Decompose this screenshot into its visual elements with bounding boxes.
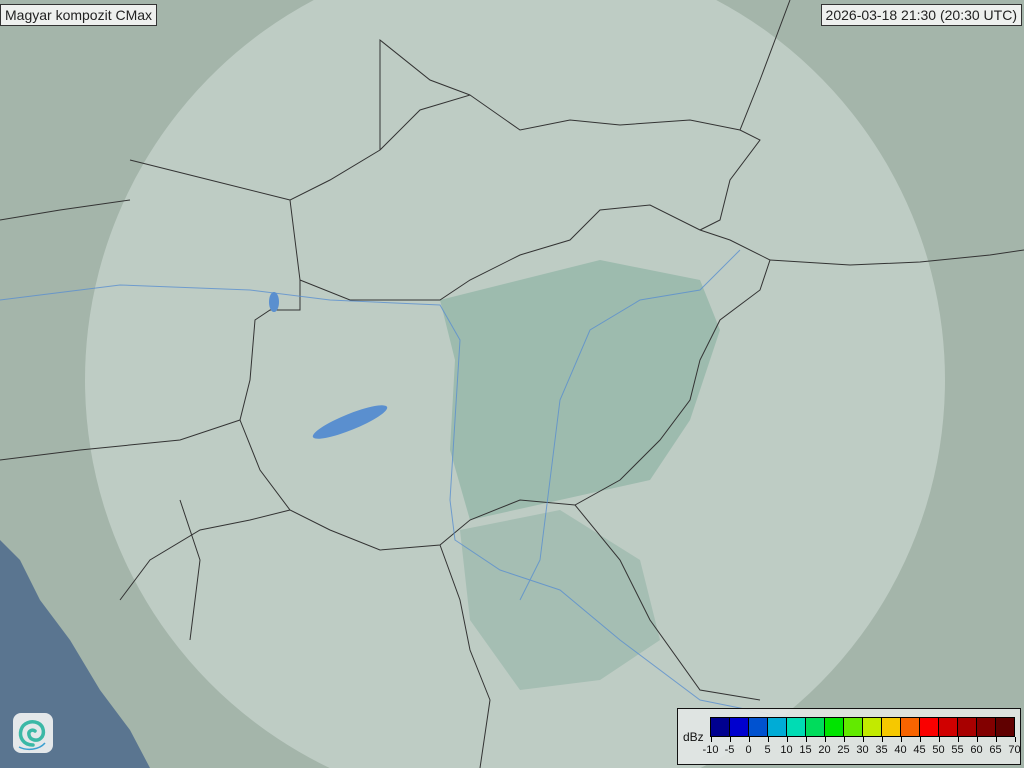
tick-mark — [938, 737, 940, 742]
tick-label: 40 — [894, 744, 907, 756]
tick-label: 50 — [932, 744, 945, 756]
austria-border — [0, 199, 241, 641]
color-swatch — [920, 718, 939, 736]
serbia-croatia-border — [119, 504, 761, 768]
color-swatch — [958, 718, 977, 736]
lake-neusiedl — [269, 292, 279, 312]
product-title: Magyar kompozit CMax — [0, 4, 158, 26]
southern-plain — [460, 510, 660, 690]
tick-mark — [995, 737, 997, 742]
rivers — [0, 249, 801, 721]
color-swatch — [996, 718, 1014, 736]
tick-mark — [824, 737, 826, 742]
tick-label: 0 — [745, 744, 752, 756]
tick-mark — [976, 737, 978, 742]
tick-label: 15 — [799, 744, 812, 756]
ukraine-romania-border — [769, 249, 1024, 266]
color-swatch — [977, 718, 996, 736]
tick-label: 45 — [913, 744, 926, 756]
slovakia-border — [289, 94, 761, 281]
color-scale — [710, 717, 1015, 737]
tick-mark — [767, 737, 769, 742]
tick-mark — [786, 737, 788, 742]
great-plain-lowland — [440, 260, 720, 520]
tick-mark — [919, 737, 921, 742]
color-swatch — [863, 718, 882, 736]
color-swatch — [939, 718, 958, 736]
legend-unit: dBz — [683, 730, 704, 744]
color-swatch — [806, 718, 825, 736]
danube-river — [0, 284, 801, 721]
color-swatch — [787, 718, 806, 736]
color-swatch — [749, 718, 768, 736]
tick-mark — [729, 737, 731, 742]
tick-mark — [881, 737, 883, 742]
dbz-legend: dBz -10 -5 0 5 10 15 20 25 30 35 40 45 50 55 60 65 70 — [677, 708, 1021, 765]
tick-mark — [900, 737, 902, 742]
logo — [13, 713, 53, 753]
tick-mark — [957, 737, 959, 742]
tick-label: 70 — [1008, 744, 1021, 756]
color-swatch — [844, 718, 863, 736]
color-swatch — [901, 718, 920, 736]
adriatic-sea — [0, 540, 150, 768]
tick-mark — [748, 737, 750, 742]
color-swatch — [882, 718, 901, 736]
tick-mark — [843, 737, 845, 742]
tick-label: 35 — [875, 744, 888, 756]
timestamp: 2026-03-18 21:30 (20:30 UTC) — [820, 4, 1022, 26]
czech-poland-border — [129, 0, 791, 201]
color-swatch — [768, 718, 787, 736]
lake-balaton — [312, 405, 388, 439]
tick-mark — [805, 737, 807, 742]
tick-label: -10 — [702, 744, 719, 756]
tick-label: 10 — [780, 744, 793, 756]
tick-label: 60 — [970, 744, 983, 756]
color-swatch — [825, 718, 844, 736]
tick-label: 65 — [989, 744, 1002, 756]
tick-label: -5 — [724, 744, 735, 756]
tick-mark — [710, 737, 712, 742]
tick-label: 55 — [951, 744, 964, 756]
tick-label: 30 — [856, 744, 869, 756]
color-swatch — [730, 718, 749, 736]
swirl-logo-icon — [18, 720, 46, 751]
tick-label: 25 — [837, 744, 850, 756]
color-swatch — [711, 718, 730, 736]
tisza-river — [519, 249, 741, 601]
tick-mark — [862, 737, 864, 742]
tick-mark — [1014, 737, 1016, 742]
tick-label: 20 — [818, 744, 831, 756]
tick-label: 5 — [764, 744, 771, 756]
